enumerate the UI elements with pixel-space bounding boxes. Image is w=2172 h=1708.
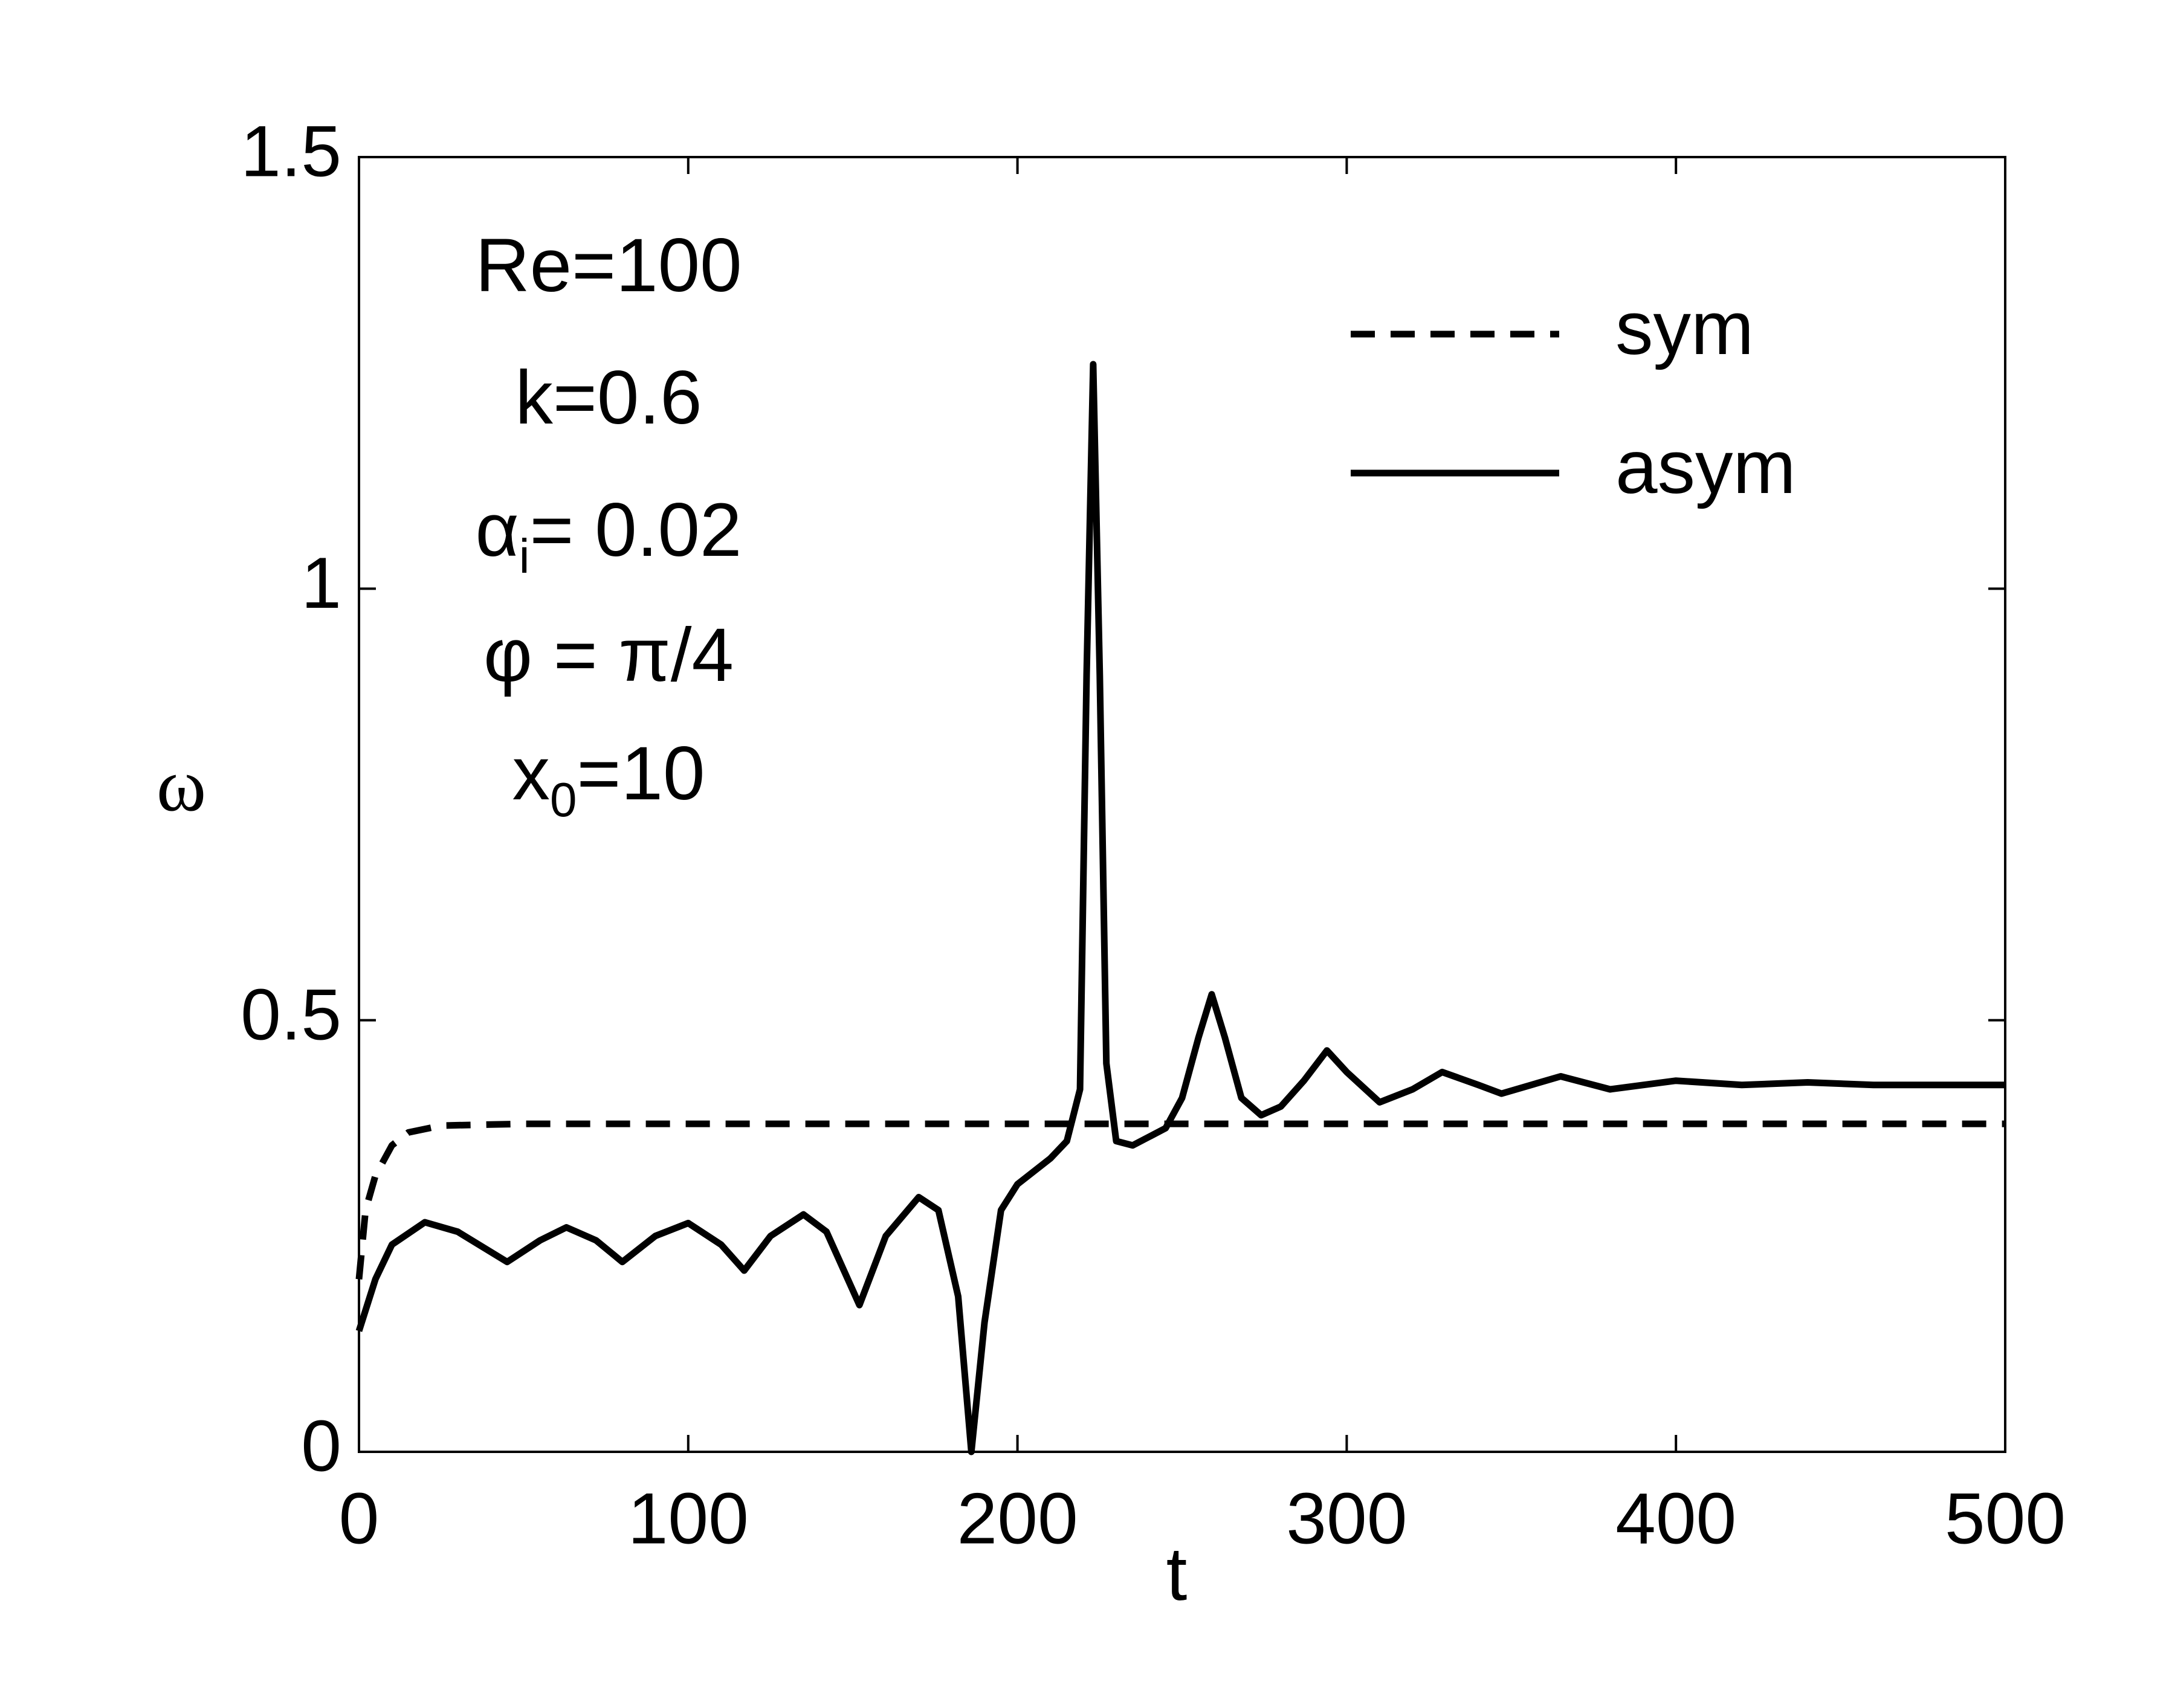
annotation-text: k=0.6: [515, 356, 702, 440]
annotation: k=0.6: [515, 356, 702, 440]
annotation: x0=10: [512, 732, 705, 827]
x-tick-label: 200: [957, 1478, 1078, 1559]
x-tick-label: 0: [339, 1478, 380, 1559]
annotation-text: α: [475, 488, 519, 572]
y-tick-label: 1.5: [241, 111, 341, 192]
x-tick-label: 300: [1286, 1478, 1407, 1559]
annotation: Re=100: [475, 224, 742, 308]
series-line: [355, 1120, 2005, 1280]
legend-label: sym: [1615, 286, 1754, 370]
legend-label: asym: [1615, 425, 1796, 509]
annotation-subscript: 0: [550, 773, 577, 827]
x-axis-label: t: [1166, 1532, 1188, 1616]
y-tick-label: 0.5: [241, 974, 341, 1055]
y-axis-label: ω: [157, 744, 206, 828]
annotation-text: φ = π/4: [483, 613, 734, 697]
annotation-text: x: [512, 732, 550, 816]
x-tick-label: 500: [1945, 1478, 2066, 1559]
y-tick-label: 0: [301, 1406, 341, 1487]
plot-frame: [358, 156, 2006, 1453]
x-tick-label: 400: [1615, 1478, 1736, 1559]
series-line: [355, 361, 2005, 1455]
annotation-text: = 0.02: [530, 488, 742, 572]
annotation-subscript: i: [519, 529, 530, 583]
annotation: αi= 0.02: [475, 488, 742, 583]
y-tick-label: 1: [301, 543, 341, 624]
annotation-text: Re=100: [475, 224, 742, 308]
annotation: φ = π/4: [483, 613, 734, 697]
annotation-text: =10: [577, 732, 705, 816]
x-tick-label: 100: [628, 1478, 749, 1559]
